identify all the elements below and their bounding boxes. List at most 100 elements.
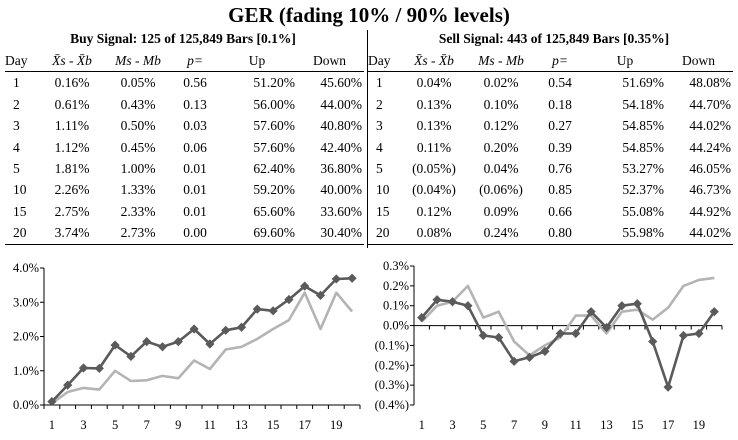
table-row: 3 1.11% 0.50% 0.03 57.60% 40.80% — [5, 115, 364, 136]
y-tick-label: 1.0% — [13, 364, 39, 378]
buy-signal-heading: Buy Signal: 125 of 125,849 Bars [0.1%] — [70, 31, 296, 46]
cell-p-value: 0.01 — [183, 203, 207, 219]
data-point-marker — [447, 297, 458, 307]
cell-down: 30.40% — [295, 222, 364, 245]
cell-mean-diff: 1.12% — [54, 139, 90, 155]
x-tick-label: 19 — [330, 418, 343, 432]
header-p-value: p= — [534, 50, 586, 73]
y-tick-label: 0.2% — [383, 279, 409, 293]
data-point-marker — [571, 328, 581, 339]
table-row: 15 0.12% 0.09% 0.66 55.08% 44.92% — [368, 201, 733, 222]
cell-mean-diff: 0.61% — [54, 96, 90, 112]
header-mean-diff: X̄s - X̄b — [400, 50, 468, 73]
header-mean-diff: X̄s - X̄b — [39, 50, 105, 73]
table-row: 4 1.12% 0.45% 0.06 57.60% 42.40% — [5, 137, 364, 158]
data-point-marker — [478, 330, 488, 341]
x-tick-label: 1 — [49, 418, 55, 432]
sell-table-body: 1 0.04% 0.02% 0.54 51.69% 48.08% 2 0.13% 0.10% 0.… — [368, 72, 733, 245]
cell-up: 54.85% — [622, 139, 664, 155]
cell-up: 56.00% — [253, 96, 295, 112]
cell-mean-diff: 0.04% — [416, 75, 452, 91]
y-tick-label: 0.0% — [383, 319, 409, 333]
series-line-1 — [51, 291, 354, 405]
y-tick-label: (0.3%) — [375, 378, 409, 392]
cell-down: 48.08% — [689, 75, 731, 91]
cell-p-value: 0.76 — [548, 161, 572, 177]
cell-down: 36.80% — [320, 161, 362, 177]
x-tick-label: 17 — [298, 418, 311, 432]
table-row: 20 3.74% 2.73% 0.00 69.60% 30.40% — [5, 222, 364, 245]
cell-median-diff: 0.04% — [483, 161, 519, 177]
cell-down: 44.00% — [320, 96, 362, 112]
cell-day: 15 — [13, 203, 27, 219]
cell-p-value: 0.13 — [183, 96, 207, 112]
cell-median-diff: 0.05% — [120, 75, 156, 91]
cell-day: 4 — [13, 139, 20, 155]
data-point-marker — [284, 294, 294, 305]
sell-signal-chart: 0.3% 0.2% 0.1% 0.0% (0.1%) (0.2%) (0.3%) (0.4%)… — [375, 259, 723, 432]
x-tick-label: 15 — [631, 418, 644, 432]
cell-day: 1 — [13, 75, 20, 91]
y-tick-label: 0.3% — [383, 259, 409, 273]
x-tick-label: 15 — [267, 418, 280, 432]
cell-p-value: 0.27 — [548, 118, 572, 134]
x-tick-label: 11 — [204, 418, 216, 432]
cell-up: 54.85% — [622, 118, 664, 134]
table-row: 10 (0.04%) (0.06%) 0.85 52.37% 46.73% — [368, 179, 733, 200]
cell-p-value: 0.01 — [183, 182, 207, 198]
header-day: Day — [5, 50, 39, 73]
x-tick-label: 9 — [542, 418, 548, 432]
cell-p-value: 0.66 — [548, 203, 572, 219]
cell-down: 44.02% — [689, 118, 731, 134]
y-tick-label: 0.0% — [13, 398, 39, 412]
cell-p-value: 0.18 — [548, 96, 572, 112]
y-tick-label: 4.0% — [13, 261, 39, 275]
y-tick-label: (0.4%) — [375, 398, 409, 412]
cell-median-diff: 0.09% — [483, 203, 519, 219]
header-up: Up — [219, 50, 295, 73]
cell-up: 53.27% — [622, 161, 664, 177]
x-tick-label: 5 — [480, 418, 486, 432]
cell-mean-diff: (0.04%) — [412, 182, 456, 198]
data-point-marker — [47, 396, 57, 407]
x-tick-label: 13 — [600, 418, 613, 432]
x-tick-label: 7 — [144, 418, 150, 432]
table-row: 2 0.61% 0.43% 0.13 56.00% 44.00% — [5, 94, 364, 115]
cell-median-diff: 0.43% — [120, 96, 156, 112]
x-tick-label: 3 — [80, 418, 86, 432]
cell-down: 42.40% — [320, 139, 362, 155]
cell-median-diff: 0.02% — [483, 75, 519, 91]
x-tick-label: 3 — [449, 418, 455, 432]
table-row: 1 0.04% 0.02% 0.54 51.69% 48.08% — [368, 72, 733, 94]
series-line-0 — [50, 277, 353, 403]
cell-down: 40.00% — [320, 182, 362, 198]
sell-header-row: Day X̄s - X̄b Ms - Mb p= Up Down — [368, 50, 733, 73]
cell-mean-diff: (0.05%) — [412, 161, 456, 177]
cell-day: 15 — [376, 203, 390, 219]
cell-up: 54.18% — [622, 96, 664, 112]
cell-mean-diff: 3.74% — [39, 222, 105, 245]
cell-up: 65.60% — [253, 203, 295, 219]
cell-down: 40.80% — [320, 118, 362, 134]
cell-mean-diff: 1.81% — [54, 161, 90, 177]
cell-mean-diff: 0.13% — [416, 96, 452, 112]
cell-up: 57.60% — [253, 139, 295, 155]
cell-median-diff: 0.24% — [468, 222, 534, 245]
buy-signal-table: Day X̄s - X̄b Ms - Mb p= Up Down 1 0.16% 0… — [5, 50, 364, 245]
cell-up: 51.69% — [622, 75, 664, 91]
cell-day: 4 — [376, 139, 383, 155]
y-tick-label: 2.0% — [13, 330, 39, 344]
cell-up: 55.98% — [586, 222, 664, 245]
data-point-marker — [157, 342, 168, 352]
cell-day: 10 — [13, 182, 27, 198]
cell-mean-diff: 0.12% — [416, 203, 452, 219]
cell-mean-diff: 0.13% — [416, 118, 452, 134]
data-point-marker — [268, 306, 278, 316]
table-row: 20 0.08% 0.24% 0.80 55.98% 44.02% — [368, 222, 733, 245]
page-title: GER (fading 10% / 90% levels) — [228, 3, 510, 27]
table-row: 5 1.81% 1.00% 0.01 62.40% 36.80% — [5, 158, 364, 179]
y-tick-label: 3.0% — [13, 295, 39, 309]
cell-day: 10 — [376, 182, 390, 198]
cell-up: 52.37% — [622, 182, 664, 198]
cell-mean-diff: 0.08% — [400, 222, 468, 245]
